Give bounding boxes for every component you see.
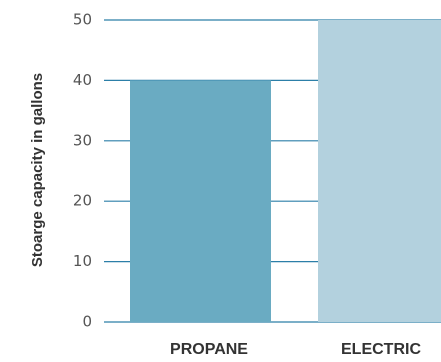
- y-tick-labels: 0 10 20 30 40 50: [73, 11, 92, 331]
- y-tick-label: 50: [73, 11, 92, 29]
- y-tick-label: 0: [82, 313, 92, 331]
- x-category-label-electric: ELECTRIC: [341, 341, 421, 358]
- x-category-label-propane: PROPANE: [170, 341, 248, 358]
- y-tick-label: 40: [73, 71, 92, 89]
- bar-propane: [130, 80, 271, 323]
- bars: [130, 20, 441, 323]
- y-tick-label: 30: [73, 131, 92, 149]
- bar-electric: [318, 20, 441, 322]
- y-tick-label: 10: [73, 252, 92, 270]
- x-category-labels: PROPANE ELECTRIC: [170, 341, 421, 358]
- y-tick-label: 20: [73, 192, 92, 210]
- y-axis-label: Stoarge capacity in gallons: [29, 73, 46, 267]
